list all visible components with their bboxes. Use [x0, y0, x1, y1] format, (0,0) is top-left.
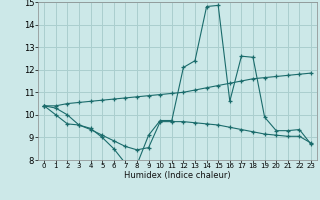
X-axis label: Humidex (Indice chaleur): Humidex (Indice chaleur)	[124, 171, 231, 180]
